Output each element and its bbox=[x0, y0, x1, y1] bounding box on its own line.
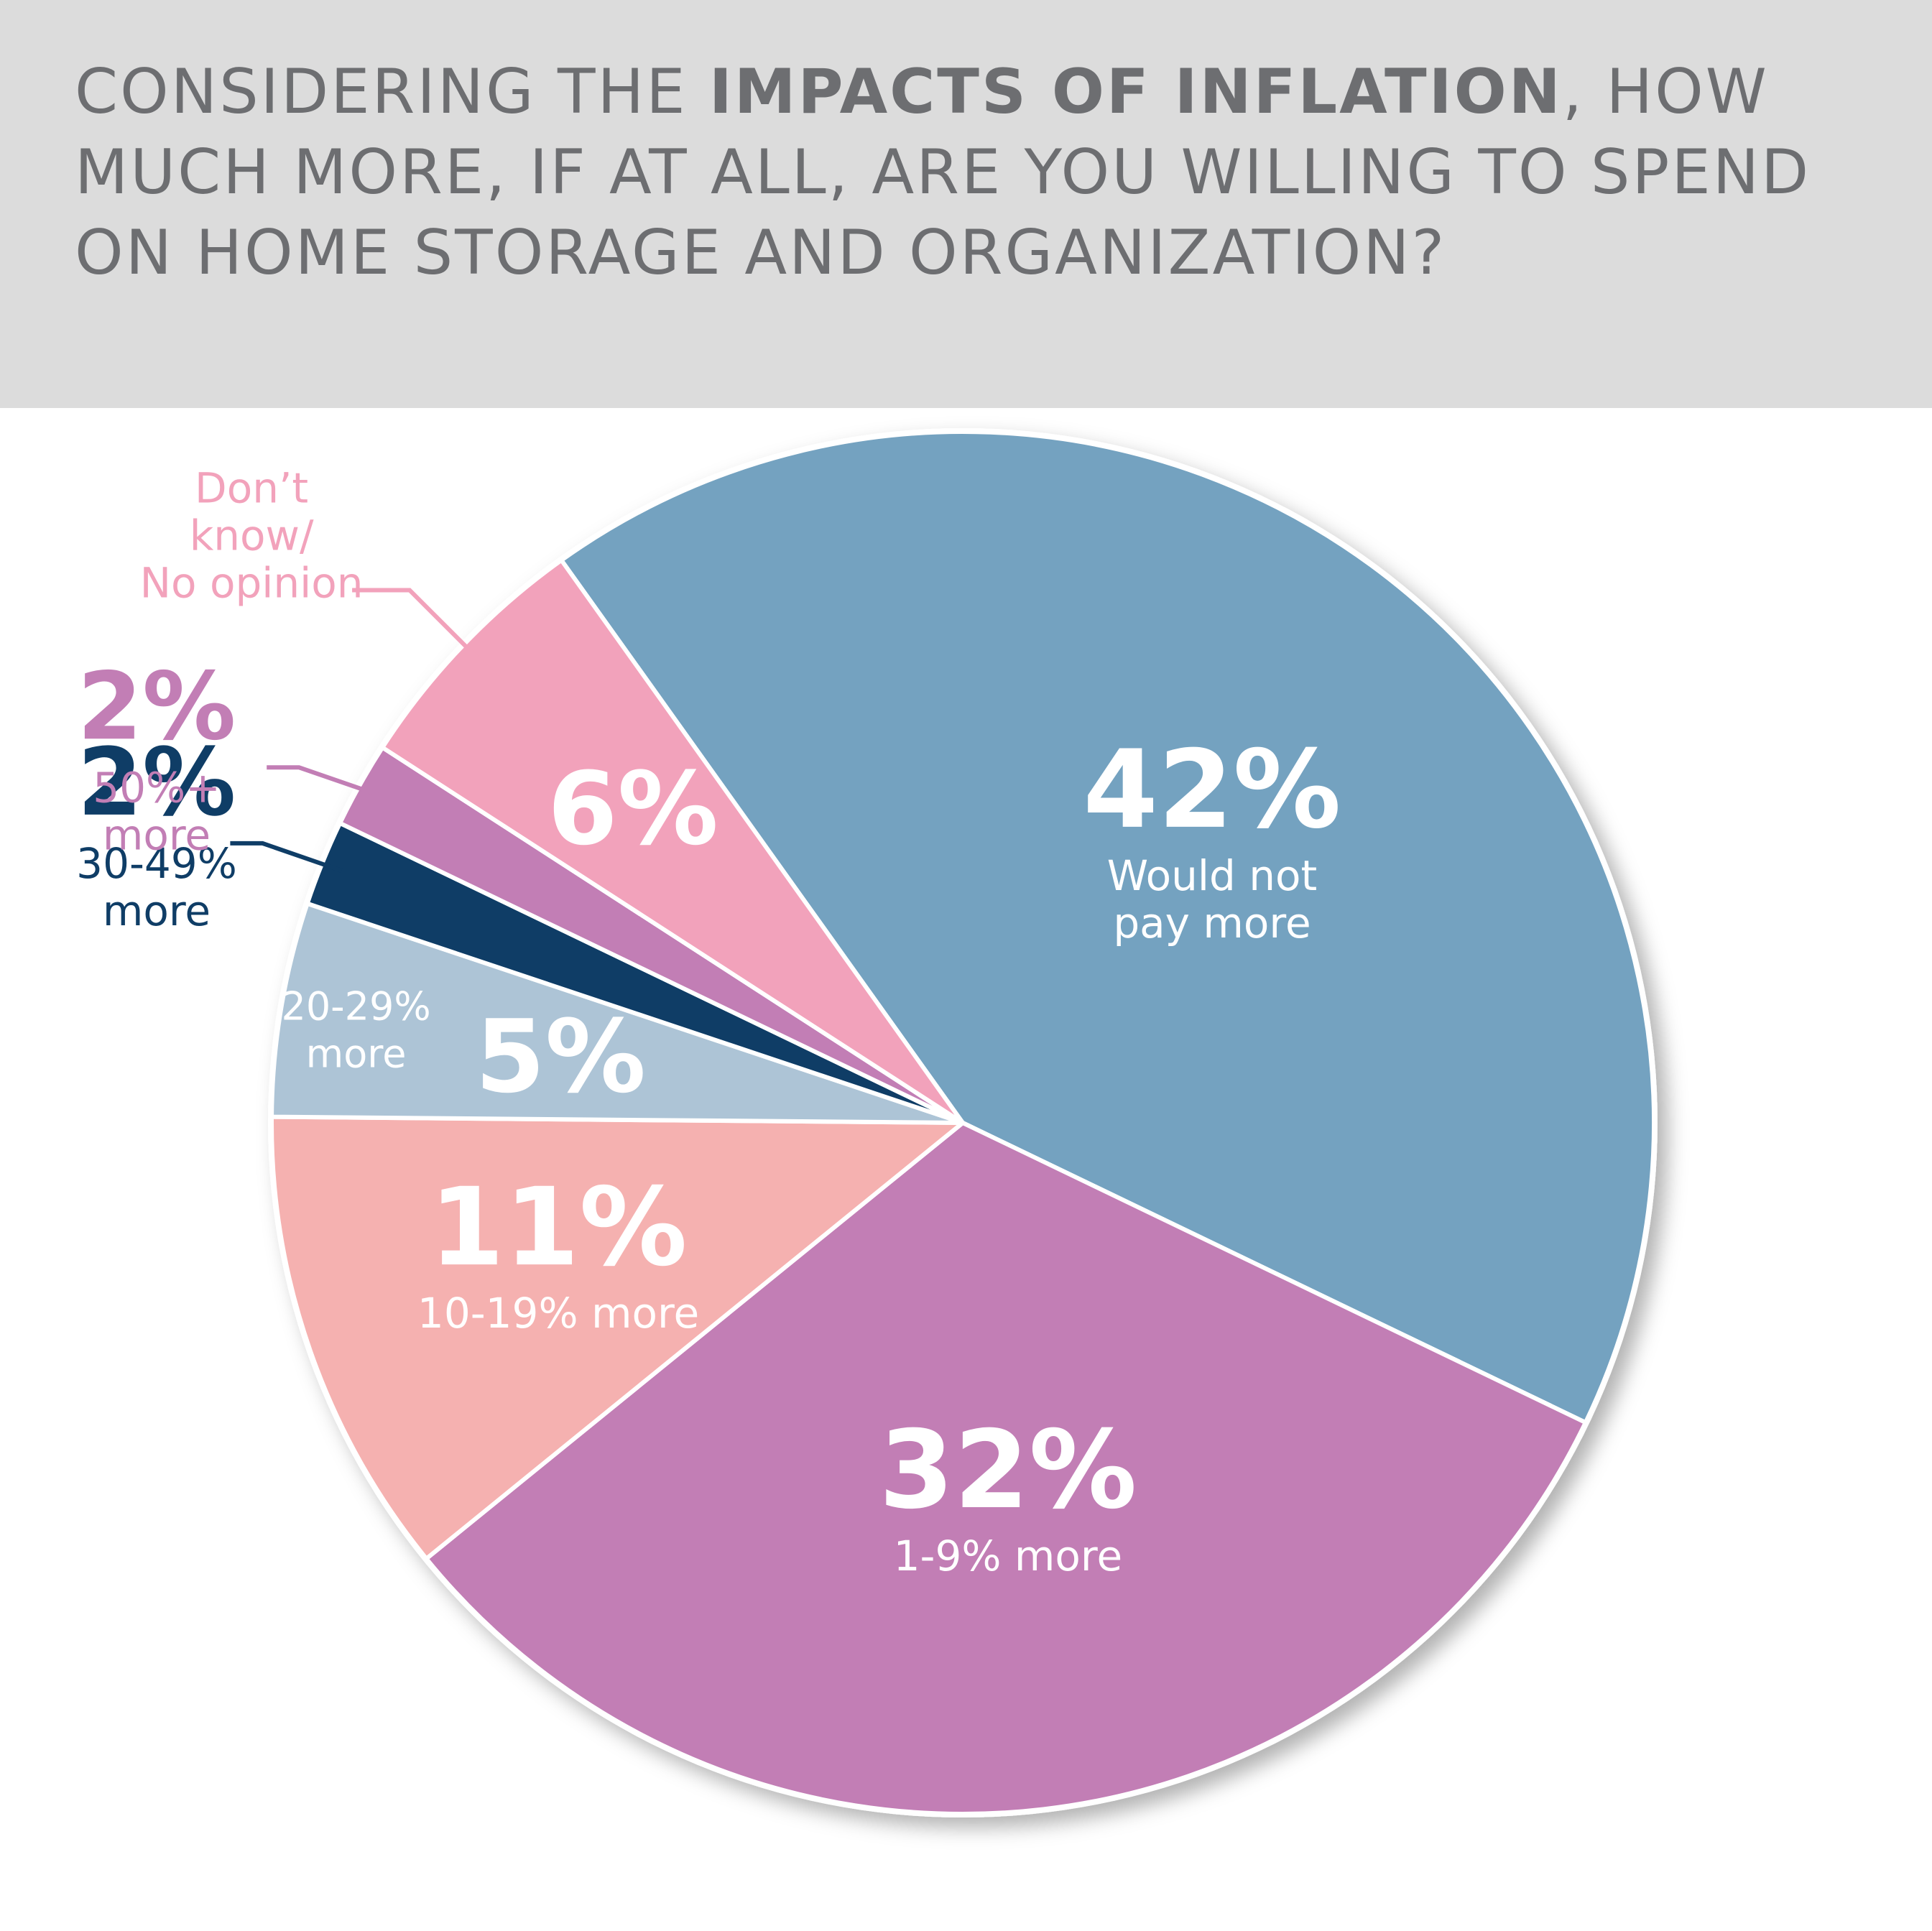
category-label-5-1: more bbox=[103, 810, 211, 859]
chart-title: Considering the impacts of inflation, ho… bbox=[75, 52, 1900, 293]
pie-slice-1 bbox=[424, 1121, 1588, 1816]
category-label-6-0: Don’t bbox=[195, 464, 308, 513]
value-label-6: 6% bbox=[547, 751, 718, 868]
leader-lines bbox=[230, 588, 505, 873]
pie-slice-0 bbox=[559, 430, 1656, 1425]
leader-line-4 bbox=[230, 841, 343, 873]
value-label-0: 42% bbox=[1083, 728, 1341, 853]
value-label-4: 2% bbox=[78, 728, 236, 837]
pie-slice-3 bbox=[269, 901, 965, 1125]
value-label-3: 5% bbox=[475, 999, 646, 1116]
value-label-5: 2% bbox=[78, 652, 236, 761]
category-label-3-0: 20-29% bbox=[281, 984, 430, 1029]
category-label-4-1: more bbox=[103, 886, 211, 935]
leader-line-6 bbox=[352, 588, 505, 685]
pie-slice-2 bbox=[269, 1114, 965, 1561]
category-label-6-2: No opinion bbox=[140, 559, 364, 608]
leader-line-5 bbox=[267, 765, 379, 797]
title-part-after: , how much more, if at all, are you will… bbox=[75, 56, 1811, 289]
pie-slices bbox=[269, 430, 1656, 1816]
category-label-0-0: Would not bbox=[1107, 851, 1318, 900]
title-part-before: Considering the bbox=[75, 56, 709, 128]
category-label-4-0: 30-49% bbox=[76, 839, 237, 888]
category-label-2-0: 10-19% more bbox=[417, 1289, 699, 1338]
value-label-2: 11% bbox=[430, 1165, 688, 1290]
value-label-1: 32% bbox=[879, 1408, 1137, 1533]
category-label-3-1: more bbox=[306, 1032, 407, 1077]
category-label-0-1: pay more bbox=[1113, 899, 1311, 948]
title-band bbox=[0, 0, 1932, 408]
title-part-bold: impacts of inflation bbox=[708, 56, 1563, 128]
category-label-5-0: 50%+ bbox=[93, 763, 221, 812]
category-label-6-1: know/ bbox=[190, 511, 314, 560]
category-label-1-0: 1-9% more bbox=[894, 1532, 1123, 1580]
